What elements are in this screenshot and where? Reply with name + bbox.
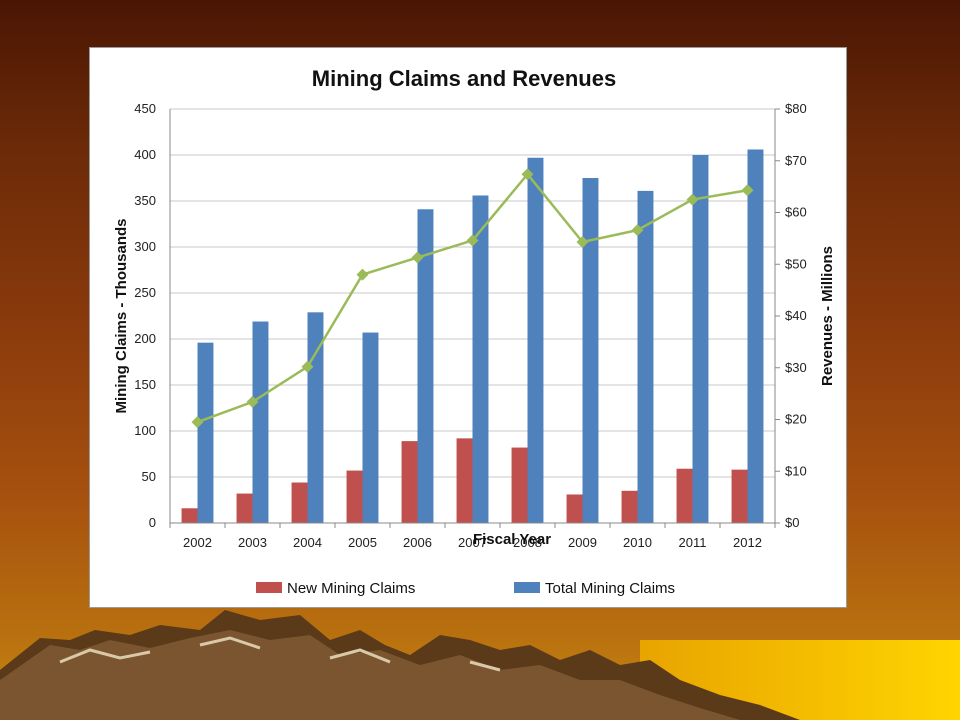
x-tick-label: 2005 (348, 535, 377, 550)
x-tick-label: 2008 (513, 535, 542, 550)
bar-new-mining-claims (511, 447, 528, 523)
y2-tick-label: $10 (785, 463, 807, 478)
y-tick-label: 350 (134, 193, 156, 208)
bars (181, 149, 764, 524)
x-tick-label: 2004 (293, 535, 322, 550)
x-tick-label: 2011 (679, 535, 707, 550)
revenue-point (631, 224, 644, 237)
x-tick-label: 2003 (238, 535, 267, 550)
revenue-point (191, 416, 204, 429)
y2-tick-label: $50 (785, 256, 807, 271)
bar-total-mining-claims (692, 155, 709, 523)
bar-total-mining-claims (252, 321, 269, 523)
x-tick-label: 2010 (623, 535, 652, 550)
bar-new-mining-claims (456, 438, 473, 523)
x-tick-label: 2009 (568, 535, 597, 550)
legend: New Mining Claims Total Mining Claims (256, 580, 675, 597)
y2-axis-title: Revenues - Millions (819, 246, 836, 386)
y2-tick-label: $40 (785, 308, 807, 323)
legend-swatch-total-claims (514, 582, 540, 593)
bar-new-mining-claims (676, 468, 693, 523)
mountain-silhouette (0, 610, 800, 720)
y2-tick-label: $0 (785, 515, 799, 530)
revenue-point (301, 360, 314, 373)
revenue-point (741, 184, 754, 197)
bar-new-mining-claims (731, 469, 748, 523)
bar-new-mining-claims (621, 490, 638, 523)
y2-tick-label: $20 (785, 412, 807, 427)
bar-total-mining-claims (527, 157, 544, 523)
x-tick-label: 2002 (183, 535, 212, 550)
bar-new-mining-claims (181, 508, 198, 523)
y-axis-title: Mining Claims - Thousands (113, 218, 130, 413)
combo-chart: Mining Claims and Revenues 0501001502002… (113, 66, 836, 597)
revenue-line (191, 168, 754, 429)
revenue-point (521, 168, 534, 181)
legend-label-new-claims: New Mining Claims (287, 580, 415, 597)
y-tick-label: 50 (142, 469, 156, 484)
bar-new-mining-claims (346, 470, 363, 523)
bar-total-mining-claims (582, 178, 599, 523)
y2-tick-label: $60 (785, 205, 807, 220)
y2-tick-label: $30 (785, 360, 807, 375)
bar-total-mining-claims (637, 190, 654, 523)
y-tick-label: 400 (134, 147, 156, 162)
y-tick-label: 150 (134, 377, 156, 392)
bar-total-mining-claims (747, 149, 764, 523)
bar-new-mining-claims (236, 493, 253, 523)
bar-total-mining-claims (197, 342, 214, 523)
revenue-point (411, 251, 424, 264)
y-tick-label: 0 (149, 515, 156, 530)
bar-total-mining-claims (362, 332, 379, 523)
y-tick-label: 100 (134, 423, 156, 438)
y-tick-label: 300 (134, 239, 156, 254)
y-tick-label: 250 (134, 285, 156, 300)
axes: 0 50 100 150 200 250 300 350 400 450 $0 $10 $20 $30 $4… (134, 101, 806, 550)
y-tick-label: 200 (134, 331, 156, 346)
chart-panel: Mining Claims and Revenues 0 50 100 150 200 2… (89, 47, 847, 608)
revenue-point (576, 235, 589, 248)
chart-title: Mining Claims and Revenues (312, 66, 616, 91)
bar-total-mining-claims (417, 209, 434, 523)
bar-new-mining-claims (401, 441, 418, 523)
x-tick-label: 2012 (733, 535, 762, 550)
legend-label-total-claims: Total Mining Claims (545, 580, 675, 597)
y2-tick-label: $80 (785, 101, 807, 116)
bar-new-mining-claims (291, 482, 308, 523)
revenue-point (686, 193, 699, 206)
x-axis-title: Fiscal Year (473, 531, 551, 548)
y-tick-label: 450 (134, 101, 156, 116)
y2-tick-label: $70 (785, 153, 807, 168)
revenue-point (466, 234, 479, 247)
bar-new-mining-claims (566, 494, 583, 523)
revenue-point (356, 268, 369, 281)
bar-total-mining-claims (472, 195, 489, 524)
legend-swatch-new-claims (256, 582, 282, 593)
x-tick-label: 2007 (458, 535, 487, 550)
revenue-point (246, 395, 259, 408)
x-tick-label: 2006 (403, 535, 432, 550)
